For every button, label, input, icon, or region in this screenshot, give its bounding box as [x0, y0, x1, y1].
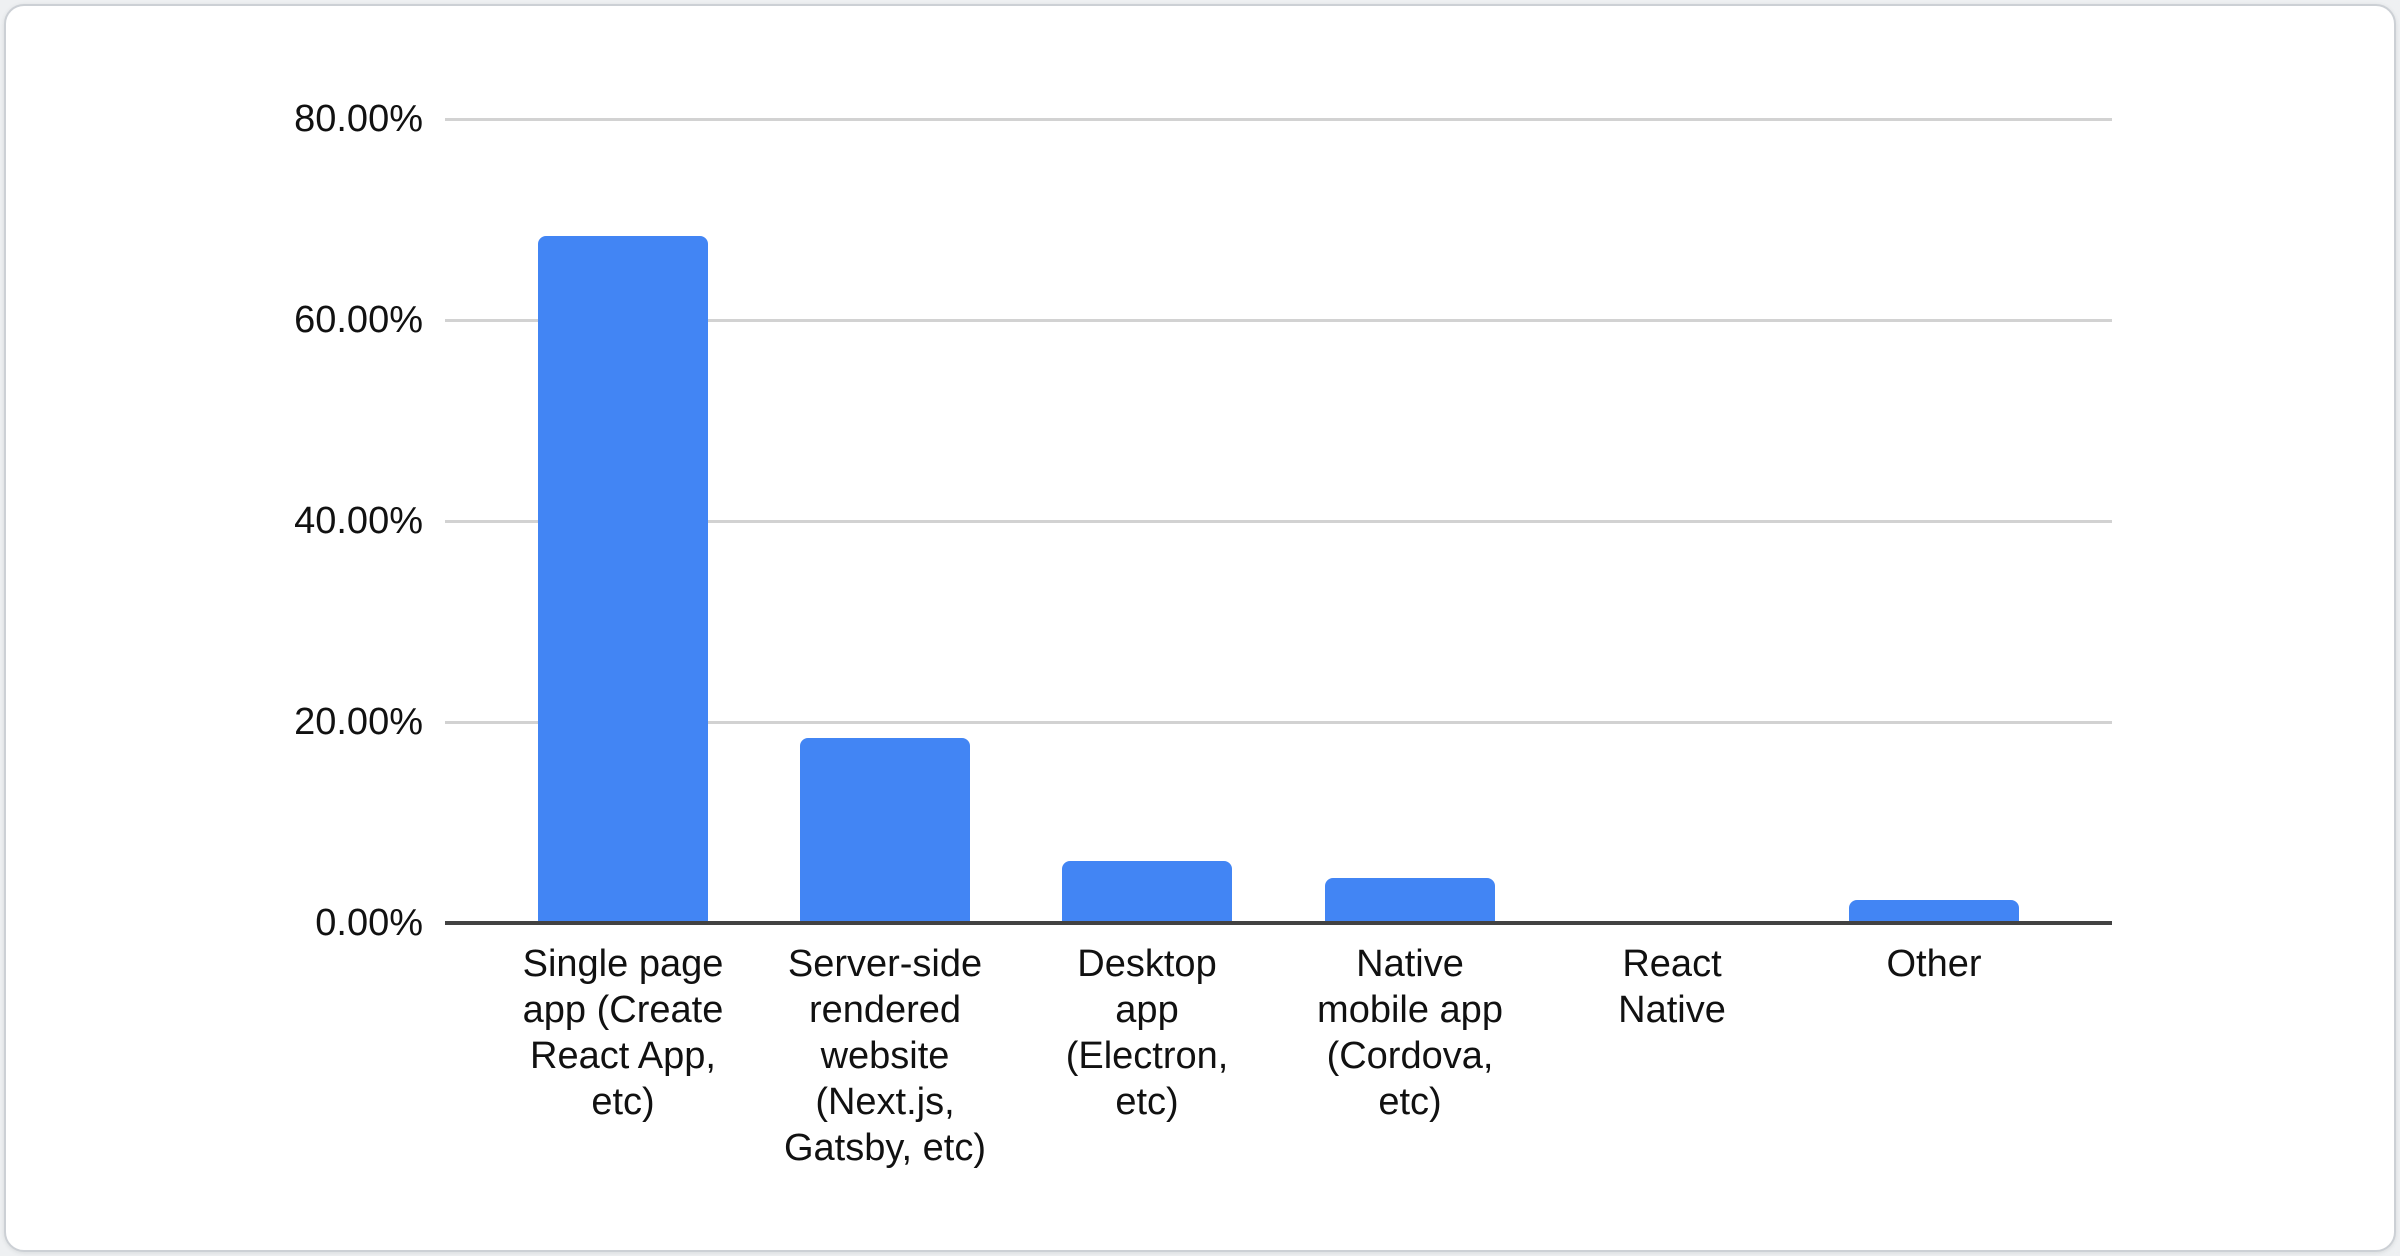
- y-gridline: [445, 520, 2112, 523]
- y-tick-label: 20.00%: [294, 701, 423, 743]
- y-gridline: [445, 721, 2112, 724]
- category-label: Single page app (Create React App, etc): [522, 943, 724, 1123]
- bar-chart: 0.00% 20.00% 40.00% 60.00% 80.00% Single pag…: [6, 6, 2394, 1250]
- y-gridline: [445, 118, 2112, 121]
- y-gridline: [445, 319, 2112, 322]
- category-label: React Native: [1618, 943, 1726, 1031]
- bar[interactable]: [538, 236, 708, 923]
- x-axis-line: [445, 921, 2112, 925]
- y-tick-label: 60.00%: [294, 299, 423, 341]
- chart-card: 0.00% 20.00% 40.00% 60.00% 80.00% Single pag…: [4, 4, 2396, 1252]
- category-label: Native mobile app (Cordova, etc): [1317, 943, 1503, 1123]
- bar[interactable]: [800, 738, 970, 923]
- y-tick-label: 80.00%: [294, 98, 423, 140]
- bar[interactable]: [1325, 878, 1495, 923]
- y-tick-label: 40.00%: [294, 500, 423, 542]
- bar[interactable]: [1062, 861, 1232, 923]
- category-label: Desktop app (Electron, etc): [1065, 943, 1229, 1123]
- bar[interactable]: [1849, 900, 2019, 923]
- y-tick-label: 0.00%: [315, 902, 423, 944]
- category-label: Server-side rendered website (Next.js, G…: [783, 943, 987, 1169]
- category-label: Other: [1886, 943, 1982, 985]
